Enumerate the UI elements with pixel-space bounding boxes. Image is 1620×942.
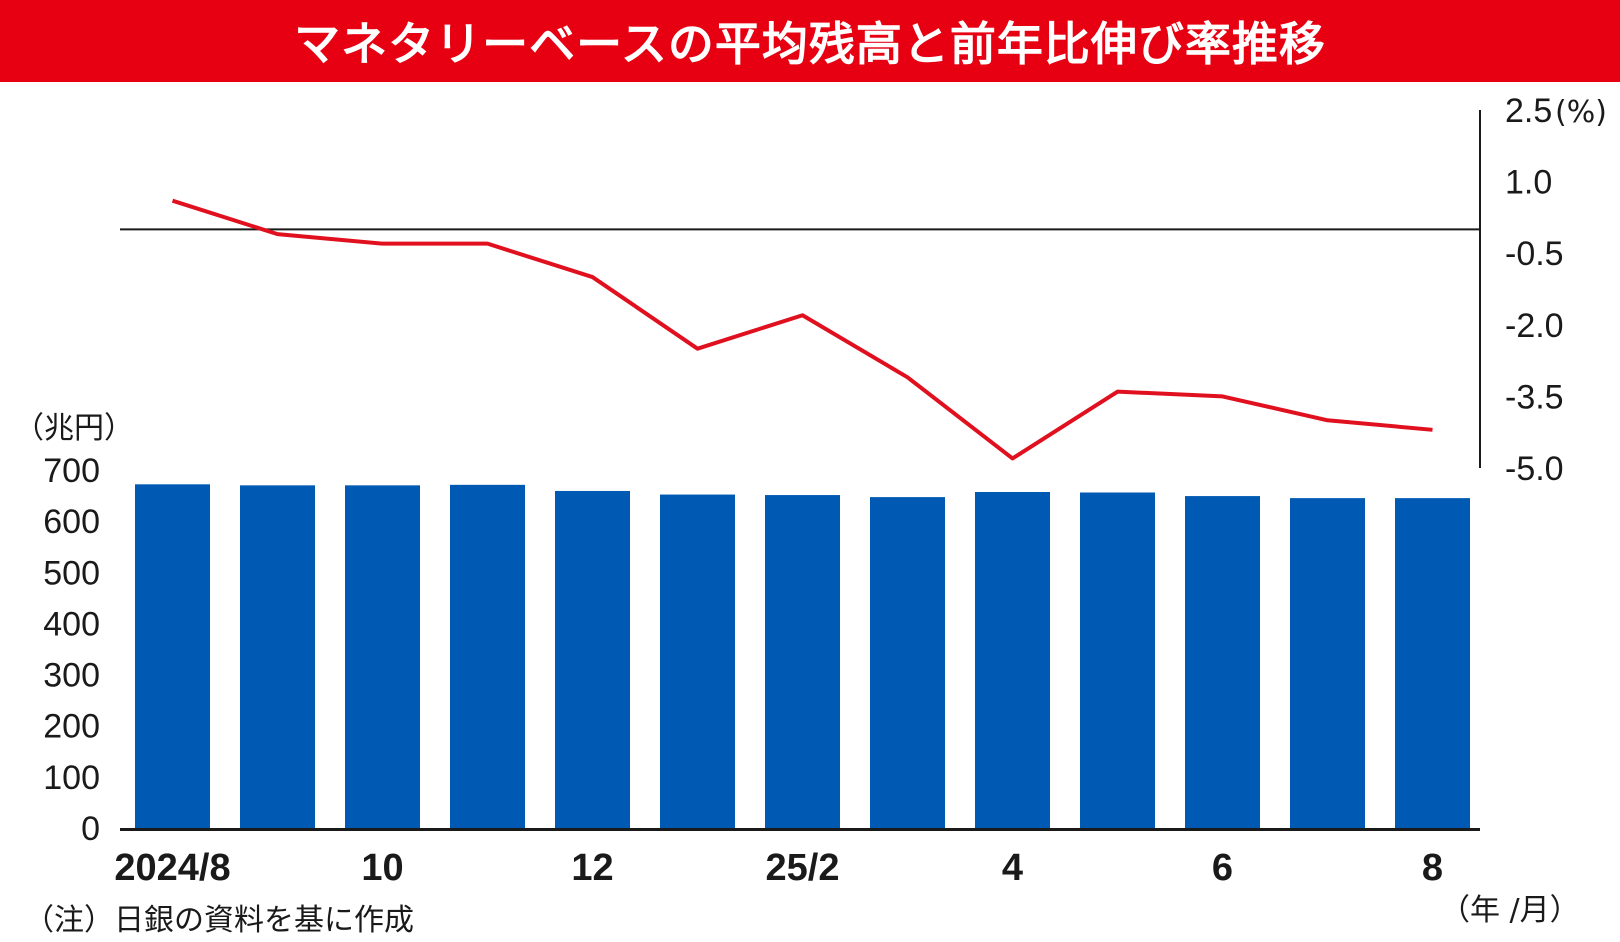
left-axis-ticks: 0 100 200 300 400 500 600 700 [43, 452, 100, 848]
x-tick-label: 25/2 [766, 847, 840, 889]
left-tick-label: 400 [43, 605, 100, 643]
left-tick-label: 200 [43, 708, 100, 746]
left-tick-label: 0 [81, 810, 100, 848]
right-tick-label: -2.0 [1505, 307, 1564, 345]
x-tick-label: 4 [1002, 847, 1023, 889]
bar-2025/7 [1290, 498, 1365, 828]
x-axis-unit: （年 /月） [1440, 893, 1580, 928]
bar-2024/9 [240, 485, 315, 828]
left-axis-unit: （兆円） [14, 411, 134, 446]
bar-2025/8 [1395, 498, 1470, 828]
growth-rate-line [171, 198, 1433, 461]
bar-2025/4 [975, 491, 1050, 828]
bar-2025/2 [765, 495, 840, 828]
right-tick-label: -0.5 [1505, 235, 1564, 273]
right-axis-ticks: -5.0 -3.5 -2.0 -0.5 1.0 2.5 [1505, 92, 1564, 488]
left-tick-label: 300 [43, 657, 100, 695]
left-tick-label: 700 [43, 452, 100, 490]
bar-2024/8 [135, 484, 210, 828]
bar-2024/12 [555, 490, 630, 828]
x-axis-ticks: 2024/8 10 12 25/2 4 6 8 [114, 847, 1443, 889]
left-tick-label: 600 [43, 503, 100, 541]
right-tick-label: -5.0 [1505, 450, 1564, 488]
right-tick-label: 1.0 [1505, 164, 1552, 202]
bar-2024/11 [450, 484, 525, 828]
bar-2025/1 [660, 494, 735, 828]
source-note: （注）日銀の資料を基に作成 [24, 903, 414, 938]
right-axis-unit: (%) [1555, 95, 1607, 130]
x-tick-label: 2024/8 [114, 847, 230, 889]
bar-2025/5 [1080, 492, 1155, 828]
left-tick-label: 100 [43, 759, 100, 797]
bar-2025/6 [1185, 496, 1260, 828]
right-tick-label: -3.5 [1505, 378, 1564, 416]
chart-title: マネタリーベースの平均残高と前年比伸び率推移 [0, 0, 1620, 82]
bar-2025/3 [870, 497, 945, 828]
x-tick-label: 8 [1422, 847, 1443, 889]
x-tick-label: 10 [361, 847, 403, 889]
bar-series [135, 484, 1470, 828]
right-tick-label: 2.5 [1505, 92, 1552, 130]
bar-2024/10 [345, 485, 420, 828]
x-tick-label: 6 [1212, 847, 1233, 889]
x-tick-label: 12 [571, 847, 613, 889]
left-tick-label: 500 [43, 554, 100, 592]
